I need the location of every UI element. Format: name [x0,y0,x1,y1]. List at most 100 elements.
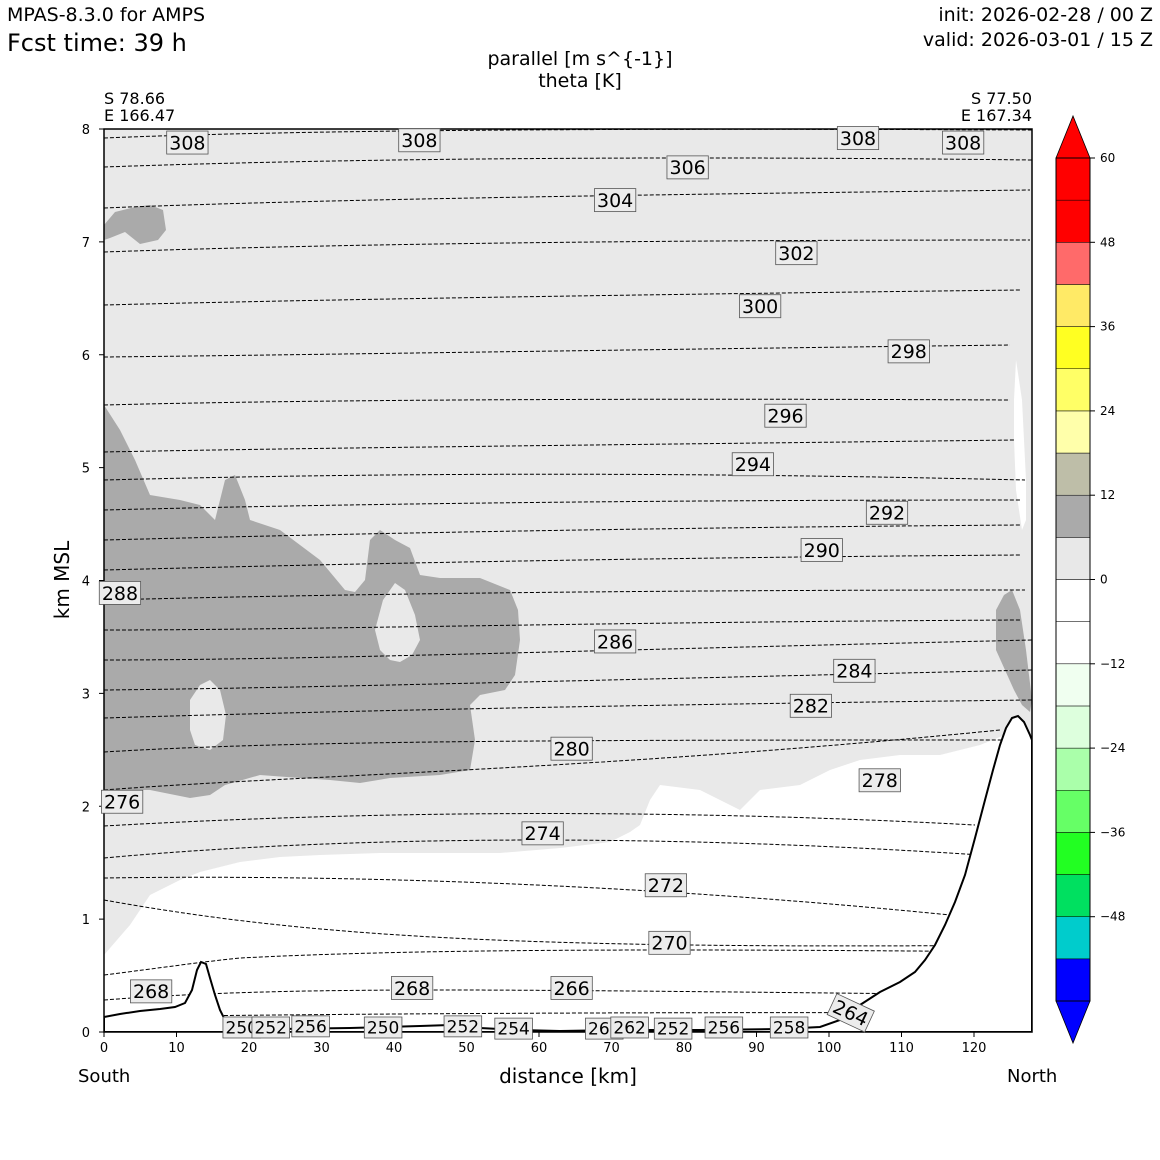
contour-label: 266 [550,976,593,1000]
colorbar-bin [1055,199,1091,243]
contour-label-text: 294 [735,454,771,476]
contour-label-text: 290 [804,540,840,562]
contour-label-text: 250 [367,1019,399,1039]
contour-label-text: 302 [778,243,814,265]
contour-label: 304 [594,188,637,213]
y-tick-label: 8 [82,123,90,138]
contour-label: 274 [521,821,564,846]
colorbar-bin [1055,621,1091,665]
contour-label: 252 [653,1017,693,1040]
north-label: North [1007,1066,1058,1087]
contour-label-text: 270 [651,933,687,955]
x-tick-label: 70 [603,1041,620,1056]
y-tick-label: 2 [82,800,90,815]
x-tick-label: 110 [889,1041,914,1056]
contour-label: 268 [130,979,173,1004]
contour-label: 308 [836,126,880,150]
south-label: South [78,1066,131,1087]
contour-label-text: 252 [657,1020,689,1040]
x-tick-label: 60 [531,1041,548,1056]
valid-time: valid: 2026-03-01 / 15 Z [922,29,1153,51]
x-tick-label: 90 [748,1041,765,1056]
colorbar-bin [1055,284,1091,327]
contour-label-text: 308 [945,132,981,154]
contour-label-text: 282 [793,696,829,718]
colorbar-bin [1055,790,1091,833]
contour-label: 258 [769,1016,809,1039]
contour-label-text: 300 [742,296,778,318]
x-tick-label: 40 [386,1041,403,1056]
contour-label-text: 308 [401,130,437,152]
shaded-fields [104,129,1032,1032]
contour-label: 252 [443,1015,483,1037]
colorbar-tick-label: −24 [1100,741,1125,755]
contour-label: 308 [398,128,441,153]
contour-label-text: 268 [133,981,169,1003]
contour-label-text: 262 [613,1019,645,1039]
contour-label: 256 [704,1016,744,1039]
theta-contour-lines [104,129,1032,1018]
y-tick-label: 7 [82,236,90,251]
colorbar-bin [1055,916,1091,960]
contour-label-text: 308 [840,128,876,150]
contour-label: 254 [494,1017,533,1040]
colorbar-bin [1055,705,1091,749]
x-tick-label: 30 [313,1041,330,1056]
contour-label: 302 [775,241,818,266]
chart-subtitle: theta [K] [538,70,622,92]
contour-label: 298 [887,339,930,364]
contour-label: 286 [594,629,637,654]
colorbar-over [1055,114,1091,159]
contour-label-text: 256 [708,1019,740,1039]
y-tick-label: 0 [82,1026,90,1041]
contour-label-text: 296 [767,406,803,428]
contour-label-text: 268 [394,978,430,1000]
left-latitude: S 78.66 [104,89,166,108]
contour-label: 270 [648,930,691,955]
contour-label: 294 [731,452,774,477]
x-tick-label: 80 [676,1041,693,1056]
colorbar-bin [1055,579,1091,622]
field-0-6-lower [104,730,1032,1032]
contour-label: 250 [363,1016,403,1039]
contour-label-text: 254 [497,1020,529,1040]
right-longitude: E 167.34 [960,106,1032,125]
contour-label: 280 [550,736,593,761]
contour-label: 252 [251,1016,290,1039]
contour-label-text: 284 [836,661,872,683]
left-longitude: E 166.47 [104,106,176,125]
colorbar-under [1055,1000,1091,1045]
init-time: init: 2026-02-28 / 00 Z [938,4,1153,26]
contour-label-text: 308 [169,132,205,154]
y-tick-label: 5 [82,462,90,477]
contour-label-text: 298 [891,341,927,363]
y-axis-ticks: 0 1 2 3 4 5 6 7 8 [82,123,104,1041]
contour-label: 282 [789,693,832,718]
colorbar: 60 48 36 24 12 0 −12 −24 −36 −48 [1055,114,1125,1045]
right-latitude: S 77.50 [970,89,1032,108]
colorbar-bin [1055,537,1091,580]
contour-label: 296 [764,403,807,428]
forecast-time: Fcst time: 39 h [7,29,187,57]
colorbar-bin [1055,958,1091,1002]
colorbar-bin [1055,452,1091,496]
contour-label-text: 276 [104,792,140,814]
colorbar-bin [1055,242,1091,285]
contour-label: 306 [666,155,709,180]
colorbar-bin [1055,326,1091,370]
colorbar-bin [1055,494,1091,538]
contour-label: 308 [942,130,985,155]
contour-label-text: 280 [553,739,589,761]
x-axis-label: distance [km] [499,1064,637,1088]
contour-label-text: 304 [597,190,633,212]
contour-label: 292 [865,500,909,525]
colorbar-tick-label: −12 [1100,657,1125,671]
contour-label: 272 [644,873,687,898]
contour-labels: 308 308 308 308 306 304 302 300 298 296 294 292 290 2… [98,126,985,1040]
x-tick-label: 100 [817,1041,842,1056]
field-12-18-blob [104,205,166,244]
contour-label: 262 [610,1016,649,1039]
contour-label: 276 [101,789,144,814]
colorbar-tick-label: 12 [1100,488,1115,502]
colorbar-tick-label: −48 [1100,910,1125,924]
